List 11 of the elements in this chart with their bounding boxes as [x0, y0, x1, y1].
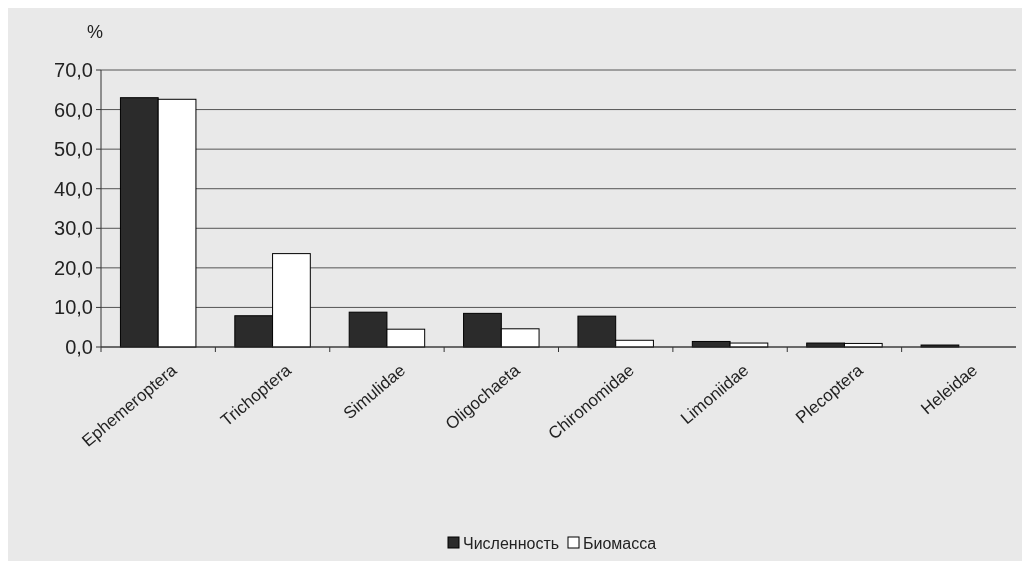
legend-label: Численность	[463, 534, 560, 552]
legend-label: Биомасса	[583, 534, 657, 552]
y-tick-label: 0,0	[65, 336, 93, 358]
y-tick-label: 30,0	[54, 217, 93, 240]
y-tick-label: 10,0	[54, 296, 93, 319]
y-tick-label: 50,0	[54, 138, 93, 161]
y-tick-label: 40,0	[54, 177, 93, 200]
y-tick-label: 60,0	[54, 98, 93, 121]
y-tick-label: 70,0	[54, 59, 93, 81]
y-axis-title: %	[86, 22, 104, 42]
y-tick-label: 20,0	[54, 256, 93, 279]
